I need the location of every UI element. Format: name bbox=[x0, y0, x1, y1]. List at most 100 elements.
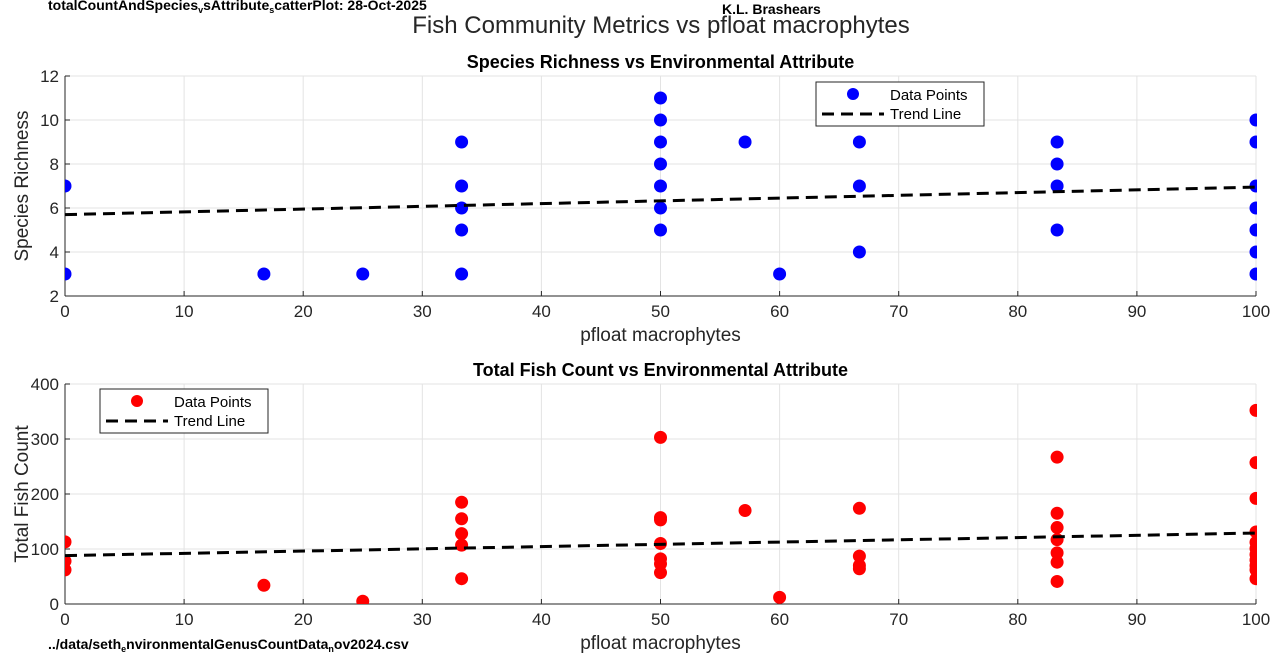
author-label: K.L. Brashears bbox=[722, 1, 821, 17]
data-point bbox=[852, 549, 866, 563]
figure-title: Fish Community Metrics vs pfloat macroph… bbox=[412, 12, 909, 39]
data-point bbox=[852, 179, 866, 193]
legend-label-points: Data Points bbox=[174, 394, 252, 411]
plot-id-subscript: s bbox=[269, 5, 275, 15]
data-point bbox=[1050, 450, 1064, 464]
trend-line bbox=[65, 185, 1257, 217]
legend-box bbox=[815, 81, 985, 127]
data-point bbox=[356, 267, 370, 281]
x-tick-label: 0 bbox=[60, 302, 69, 321]
data-point bbox=[1249, 456, 1257, 470]
file-path-part: ov2024.csv bbox=[333, 636, 409, 652]
data-point bbox=[455, 135, 469, 149]
plot-id-part: totalCountAndSpecies bbox=[48, 0, 199, 13]
data-point bbox=[852, 501, 866, 515]
x-tick-label: 40 bbox=[532, 302, 551, 321]
x-tick-label: 50 bbox=[651, 610, 670, 629]
axes-2: 0 10 20 30 40 50 60 70 80 90 100 0 100 200 300 400 Total… bbox=[12, 360, 1270, 654]
data-point bbox=[1249, 491, 1257, 505]
file-path-part: nvironmentalGenusCountData bbox=[126, 636, 329, 652]
data-point bbox=[455, 179, 469, 193]
plot-id-part: sAttribute bbox=[203, 0, 270, 13]
x-tick-label: 40 bbox=[532, 610, 551, 629]
x-tick-label: 100 bbox=[1242, 610, 1270, 629]
file-path-part: ../data/seth bbox=[48, 636, 122, 652]
axes-1: 0 10 20 30 40 50 60 70 80 90 100 2 4 6 8 10 12 Species Ri… bbox=[12, 52, 1270, 346]
x-axis-label: pfloat macrophytes bbox=[580, 633, 741, 654]
data-point bbox=[773, 267, 787, 281]
data-point bbox=[1050, 555, 1064, 569]
plot-id-date: catterPlot: 28-Oct-2025 bbox=[274, 0, 427, 13]
data-point bbox=[654, 113, 667, 127]
data-point bbox=[1249, 245, 1257, 259]
data-points bbox=[65, 403, 1257, 604]
x-tick-label: 100 bbox=[1242, 302, 1270, 321]
data-point bbox=[654, 223, 667, 237]
x-tick-label: 90 bbox=[1127, 610, 1146, 629]
data-point bbox=[654, 157, 667, 171]
data-point bbox=[738, 135, 752, 149]
y-tick-label: 8 bbox=[50, 155, 59, 174]
data-point bbox=[1050, 223, 1064, 237]
x-tick-label: 20 bbox=[294, 610, 313, 629]
data-file-label: ../data/sethenvironmentalGenusCountDatan… bbox=[48, 636, 409, 654]
plot-id-header: totalCountAndSpeciesvsAttributescatterPl… bbox=[48, 0, 427, 15]
x-tick-label: 50 bbox=[651, 302, 670, 321]
data-point bbox=[1050, 135, 1064, 149]
data-point bbox=[654, 179, 667, 193]
data-point bbox=[654, 566, 667, 580]
x-tick-label: 10 bbox=[175, 302, 194, 321]
y-tick-label: 2 bbox=[50, 287, 59, 306]
x-tick-label: 10 bbox=[175, 610, 194, 629]
data-point bbox=[65, 563, 72, 577]
y-tick-label: 4 bbox=[50, 243, 59, 262]
x-tick-label: 30 bbox=[413, 610, 432, 629]
legend: Data Points Trend Line bbox=[99, 388, 269, 434]
legend-marker-points bbox=[131, 395, 143, 407]
data-point bbox=[852, 245, 866, 259]
data-point bbox=[1249, 135, 1257, 149]
data-point bbox=[1050, 533, 1064, 547]
trend-line bbox=[65, 531, 1257, 558]
data-point bbox=[1050, 546, 1064, 560]
x-tick-label: 70 bbox=[889, 610, 908, 629]
data-point bbox=[455, 527, 469, 541]
data-point bbox=[1050, 506, 1064, 520]
data-point bbox=[65, 535, 72, 549]
data-point bbox=[257, 578, 271, 592]
y-tick-label: 300 bbox=[31, 430, 59, 449]
data-point bbox=[65, 179, 72, 193]
data-point bbox=[1249, 223, 1257, 237]
data-point bbox=[773, 590, 787, 604]
x-axis-label: pfloat macrophytes bbox=[580, 325, 741, 346]
data-point bbox=[356, 594, 370, 604]
data-point bbox=[65, 267, 72, 281]
data-point bbox=[455, 572, 469, 586]
data-point bbox=[455, 512, 469, 526]
x-tick-label: 60 bbox=[770, 302, 789, 321]
legend: Data Points Trend Line bbox=[815, 81, 985, 127]
data-point bbox=[1050, 521, 1064, 535]
y-tick-label: 200 bbox=[31, 485, 59, 504]
data-point bbox=[1050, 179, 1064, 193]
legend-marker-points bbox=[847, 88, 859, 100]
data-point bbox=[738, 504, 752, 517]
y-tick-label: 0 bbox=[50, 595, 59, 614]
data-point bbox=[1249, 201, 1257, 215]
data-point bbox=[1249, 113, 1257, 127]
x-tick-label: 30 bbox=[413, 302, 432, 321]
data-point bbox=[1050, 574, 1064, 588]
y-tick-label: 100 bbox=[31, 540, 59, 559]
data-point bbox=[852, 562, 866, 576]
x-tick-label: 70 bbox=[889, 302, 908, 321]
file-path-subscript: n bbox=[328, 644, 334, 654]
data-point bbox=[1249, 267, 1257, 281]
data-point bbox=[455, 495, 469, 509]
y-tick-label: 12 bbox=[40, 67, 59, 86]
legend-label-trend: Trend Line bbox=[890, 106, 961, 123]
data-point bbox=[257, 267, 271, 281]
data-point bbox=[455, 201, 469, 215]
legend-label-trend: Trend Line bbox=[174, 413, 245, 430]
y-tick-label: 10 bbox=[40, 111, 59, 130]
